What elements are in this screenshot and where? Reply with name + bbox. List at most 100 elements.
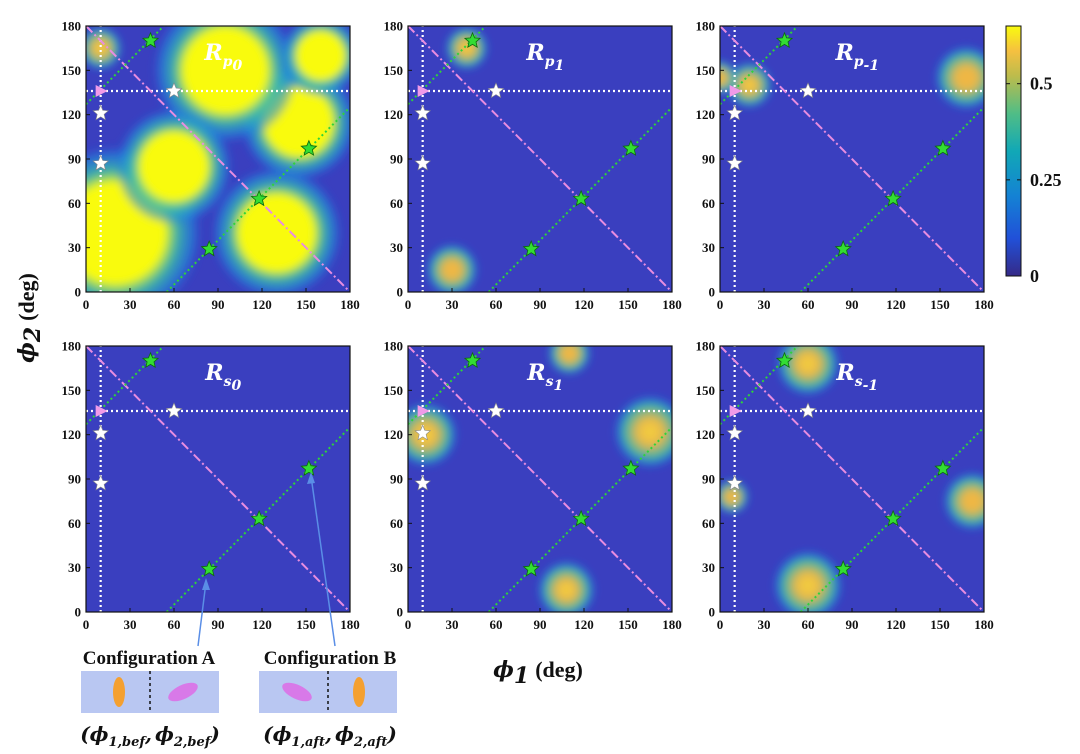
- y-tick-label: 90: [390, 152, 403, 167]
- panel-title: Rs0: [204, 360, 241, 394]
- white-star: [414, 104, 432, 121]
- y-tick-label: 150: [384, 383, 404, 398]
- orange-ellipse: [113, 677, 125, 707]
- y-tick-label: 30: [68, 560, 81, 575]
- x-tick-label: 30: [446, 297, 459, 312]
- y-tick-label: 180: [384, 19, 404, 34]
- panel-title: Rs-1: [835, 360, 878, 394]
- heatmap-hotspot: [720, 59, 738, 96]
- svg-text:ϕ1(deg): ϕ1 (deg): [493, 657, 583, 689]
- panel-title: Rp0: [203, 40, 242, 74]
- x-tick-label: 120: [252, 297, 272, 312]
- diagonal-line: [720, 346, 984, 612]
- x-tick-label: 30: [124, 617, 137, 632]
- pink-triangle-marker: [729, 405, 742, 418]
- config-arrows: [197, 472, 336, 647]
- y-tick-label: 90: [68, 472, 81, 487]
- y-tick-label: 60: [702, 516, 715, 531]
- x-tick-label: 180: [340, 617, 360, 632]
- white-star: [726, 104, 744, 121]
- white-star: [92, 154, 110, 171]
- white-star: [414, 474, 432, 491]
- y-tick-label: 90: [702, 472, 715, 487]
- green-star: [250, 189, 268, 207]
- y-tick-label: 30: [390, 240, 403, 255]
- x-tick-label: 0: [405, 297, 412, 312]
- x-tick-label: 150: [296, 297, 316, 312]
- white-star: [726, 474, 744, 491]
- heatmap-hotspot: [115, 107, 233, 226]
- x-tick-label: 150: [930, 297, 950, 312]
- colorbar-tick-label: 0.25: [1030, 170, 1062, 190]
- y-tick-label: 60: [702, 196, 715, 211]
- x-tick-label: 30: [124, 297, 137, 312]
- white-star: [92, 104, 110, 121]
- x-tick-label: 120: [886, 617, 906, 632]
- pink-triangle-marker: [95, 85, 108, 98]
- pink-triangle-marker: [729, 85, 742, 98]
- colorbar-tick-label: 0: [1030, 266, 1039, 286]
- y-tick-label: 180: [62, 19, 82, 34]
- y-tick-label: 120: [62, 427, 82, 442]
- y-tick-label: 150: [696, 63, 716, 78]
- x-tick-label: 60: [490, 617, 503, 632]
- white-star: [799, 82, 817, 99]
- pink-triangle-marker: [95, 405, 108, 418]
- green-star: [522, 560, 540, 577]
- y-axis-label: ϕ2(deg): [14, 273, 46, 363]
- heatmap-hotspot: [537, 560, 596, 612]
- x-tick-label: 0: [405, 617, 412, 632]
- green-star: [622, 139, 640, 156]
- x-tick-label: 0: [83, 617, 90, 632]
- x-tick-label: 30: [446, 617, 459, 632]
- pink-triangle-marker: [417, 405, 430, 418]
- y-tick-label: 60: [390, 516, 403, 531]
- diagonal-line: [720, 26, 984, 292]
- y-tick-label: 120: [384, 427, 404, 442]
- y-tick-label: 0: [709, 285, 716, 300]
- y-tick-label: 30: [702, 240, 715, 255]
- green-star: [834, 240, 852, 257]
- panel-title: Rp1: [525, 40, 564, 74]
- y-tick-label: 180: [696, 19, 716, 34]
- diagonal-line: [408, 346, 672, 612]
- green-star: [775, 351, 794, 369]
- green-star: [934, 459, 952, 476]
- configuration-b-label: Configuration B: [264, 648, 397, 669]
- x-tick-label: 0: [83, 297, 90, 312]
- x-tick-label: 180: [340, 297, 360, 312]
- y-tick-label: 180: [62, 339, 82, 354]
- heatmap-panel: 0 30 60 90 120 150 180 0 30 60 90 120 150 180 Rs1: [384, 339, 682, 633]
- y-tick-label: 60: [390, 196, 403, 211]
- y-tick-label: 120: [696, 107, 716, 122]
- green-star: [572, 189, 590, 207]
- x-tick-label: 0: [717, 617, 724, 632]
- x-tick-label: 120: [252, 617, 272, 632]
- y-tick-label: 0: [397, 605, 404, 620]
- heatmap-hotspot: [86, 26, 123, 71]
- x-tick-label: 180: [662, 617, 682, 632]
- x-tick-label: 180: [974, 297, 994, 312]
- x-tick-label: 150: [618, 297, 638, 312]
- white-star: [726, 154, 744, 171]
- white-star: [92, 474, 110, 491]
- y-tick-label: 180: [384, 339, 404, 354]
- y-tick-label: 120: [696, 427, 716, 442]
- orange-ellipse: [353, 677, 365, 707]
- green-star: [141, 31, 160, 49]
- x-tick-label: 90: [212, 617, 225, 632]
- x-tick-label: 30: [758, 617, 771, 632]
- green-star: [200, 560, 218, 577]
- configuration-a-label: Configuration A: [83, 648, 216, 669]
- y-tick-label: 90: [68, 152, 81, 167]
- white-star: [487, 82, 505, 99]
- y-tick-label: 30: [702, 560, 715, 575]
- green-star: [572, 509, 590, 527]
- heatmap-hotspot: [942, 471, 984, 531]
- y-tick-label: 150: [62, 383, 82, 398]
- green-star: [775, 31, 794, 49]
- white-star: [92, 424, 110, 441]
- green-star: [884, 189, 902, 207]
- heatmap-panel: 0 30 60 90 120 150 180 0 30 60 90 120 150 180 Rs-1: [696, 339, 994, 633]
- heatmap-hotspot: [444, 26, 489, 71]
